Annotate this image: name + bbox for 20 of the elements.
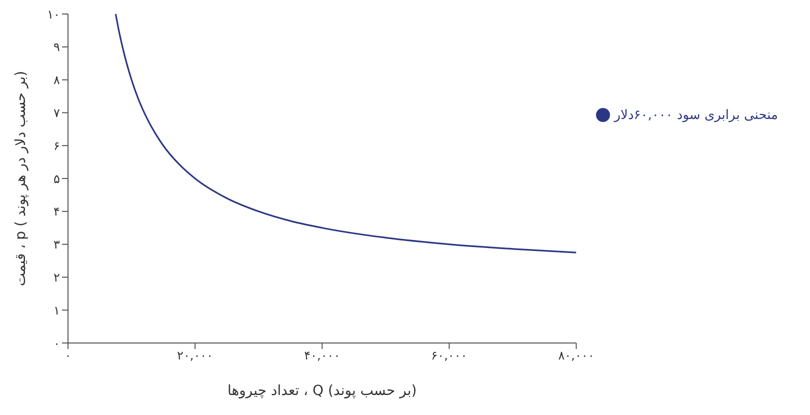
y-tick-label: ۸ <box>54 73 61 88</box>
x-axis-title: تعداد چیروها ، Q (بر حسب پوند) <box>228 383 417 399</box>
y-tick-label: ۱۰ <box>47 7 60 22</box>
y-tick-label: ۴ <box>54 204 60 219</box>
y-axis-title: قیمت ، p ( بر حسب دلار در هر پوند) <box>12 70 29 286</box>
y-tick-label: ۹ <box>54 40 60 54</box>
y-tick-label: ۲ <box>54 270 60 284</box>
x-tick-label: ۴۰,۰۰۰ <box>304 348 340 363</box>
y-tick-label: ۱ <box>54 303 60 318</box>
legend-label: منحنی برابری سود ۶۰,۰۰۰دلار <box>614 108 778 123</box>
line-series <box>114 14 576 254</box>
y-tick-label: ۷ <box>54 106 61 120</box>
x-tick-label: ۸۰,۰۰۰ <box>558 348 594 363</box>
x-tick-label: ۰ <box>64 348 72 363</box>
x-tick-label: ۲۰,۰۰۰ <box>177 348 214 363</box>
x-tick-label: ۶۰,۰۰۰ <box>431 348 468 363</box>
y-tick-label: ۳ <box>54 238 61 252</box>
y-tick-label: ۶ <box>54 138 60 153</box>
y-tick-label: ۰ <box>54 336 60 350</box>
y-tick-label: ۵ <box>54 172 60 186</box>
